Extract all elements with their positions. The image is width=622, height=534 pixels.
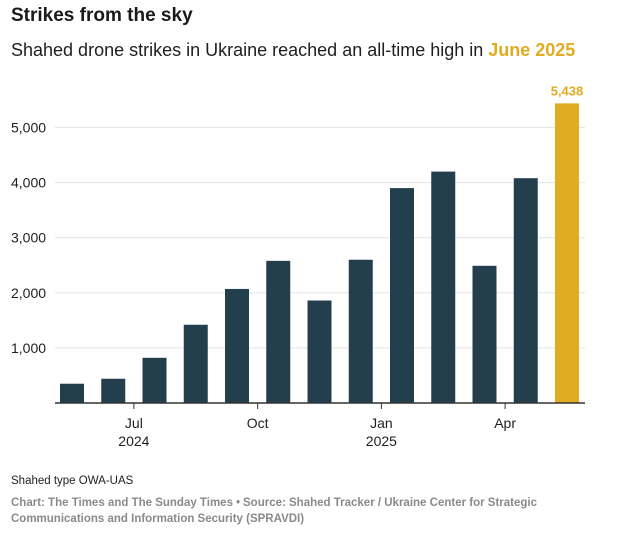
bar-value-label: 5,438 (551, 83, 584, 98)
x-tick-label: Jan (370, 415, 393, 431)
source-text: Source: Shahed Tracker / Ukraine Center … (11, 497, 537, 525)
subtitle-highlight: June 2025 (488, 40, 576, 60)
x-tick-label: Oct (247, 415, 269, 431)
y-tick-label: 2,000 (11, 285, 46, 301)
x-tick-year: 2025 (366, 433, 397, 449)
y-tick-label: 3,000 (11, 230, 46, 246)
bar (472, 265, 497, 403)
bar (431, 171, 456, 403)
bar (101, 378, 126, 403)
x-tick-label: Apr (494, 415, 516, 431)
y-tick-label: 4,000 (11, 175, 46, 191)
bar (513, 178, 538, 403)
bar (307, 300, 332, 403)
y-tick-label: 5,000 (11, 120, 46, 136)
x-tick-year: 2024 (118, 433, 149, 449)
bar (183, 324, 208, 403)
chart-source: Chart: The Times and The Sunday Times • So… (11, 495, 571, 527)
x-tick-label: Jul (125, 415, 143, 431)
subtitle-text: Shahed drone strikes in Ukraine reached … (11, 40, 489, 60)
chart-footnote: Shahed type OWA-UAS (11, 475, 134, 487)
bar (390, 188, 414, 403)
chart-subtitle: Shahed drone strikes in Ukraine reached … (11, 40, 575, 61)
bar (225, 288, 249, 403)
bar (348, 259, 373, 403)
bar (555, 103, 579, 403)
chart-title: Strikes from the sky (11, 5, 193, 26)
bar (142, 357, 167, 403)
bar (266, 260, 291, 403)
y-tick-label: 1,000 (11, 340, 46, 356)
chart-credit: Chart: The Times and The Sunday Times (11, 497, 233, 509)
credit-separator: • (235, 497, 240, 509)
bar (60, 383, 84, 403)
